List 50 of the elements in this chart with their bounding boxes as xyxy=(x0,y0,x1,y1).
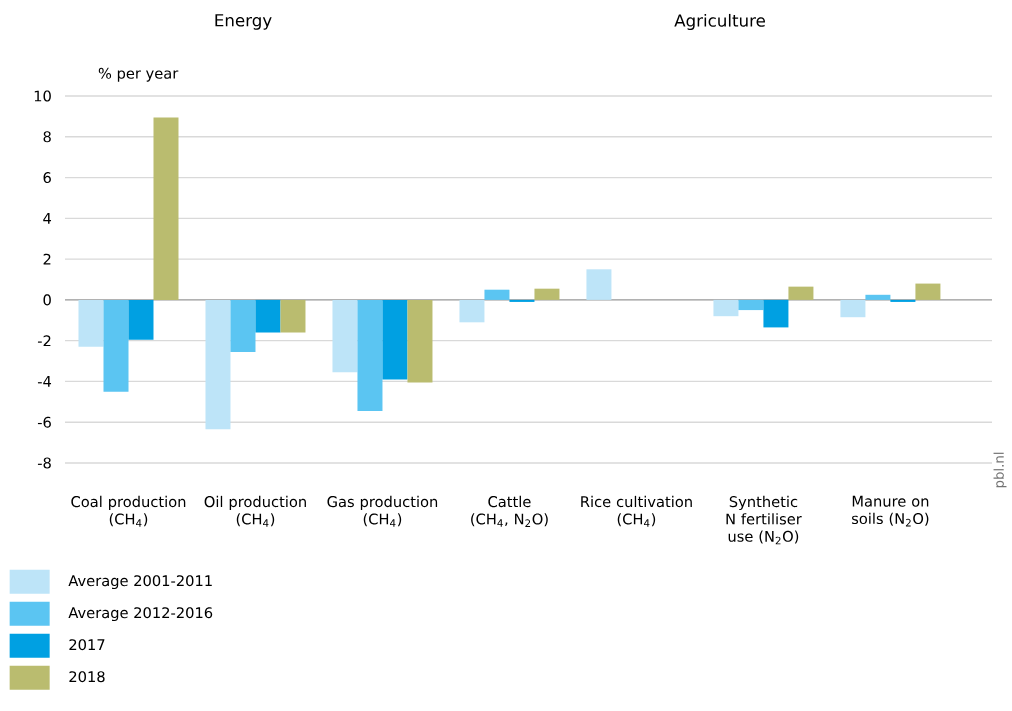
bar xyxy=(332,299,358,373)
legend-label: Average 2012-2016 xyxy=(68,607,213,622)
y-tick-label: -2 xyxy=(37,335,51,347)
bar xyxy=(534,288,560,300)
legend-label: 2017 xyxy=(69,639,105,651)
y-tick-label: -8 xyxy=(37,457,51,469)
bar xyxy=(407,299,433,383)
y-axis-title: % per year xyxy=(98,67,179,82)
bar xyxy=(915,283,941,300)
y-tick-label: -4 xyxy=(37,376,52,387)
bar xyxy=(382,299,408,380)
bar xyxy=(153,117,179,300)
text: pbl.nl xyxy=(993,452,1007,488)
bar xyxy=(230,299,256,352)
x-tick-label: Synthetic N fertiliser use (N$_{2}$O) xyxy=(726,495,802,545)
text: Agriculture xyxy=(674,13,765,31)
bar xyxy=(128,299,154,340)
bar xyxy=(865,294,891,300)
bar xyxy=(255,299,281,333)
bar xyxy=(840,299,866,318)
legend-label: Average 2001-2011 xyxy=(68,575,212,590)
y-tick-label: 2 xyxy=(43,253,51,265)
x-tick-label: Oil production (CH$_{4}$) xyxy=(204,495,306,527)
x-tick-label: Manure on soils (N$_{2}$O) xyxy=(851,495,929,527)
bar xyxy=(586,269,612,300)
bar xyxy=(890,299,916,302)
y-tick-label: 10 xyxy=(34,90,51,102)
bar xyxy=(763,299,789,328)
bar xyxy=(484,289,510,300)
x-tick-label: Coal production (CH$_{4}$) xyxy=(71,495,186,527)
bar xyxy=(78,299,104,347)
bar xyxy=(509,299,535,302)
bar xyxy=(357,299,383,412)
y-tick-label: 8 xyxy=(43,131,51,143)
y-tick-label: -6 xyxy=(37,416,51,428)
x-tick-label: Cattle (CH$_{4}$, N$_{2}$O) xyxy=(471,495,548,527)
text: Energy xyxy=(215,14,272,30)
bar xyxy=(205,299,231,430)
y-tick-label: 4 xyxy=(43,212,52,224)
bar xyxy=(280,299,306,333)
bar xyxy=(103,299,129,392)
bar xyxy=(459,299,485,323)
bar xyxy=(713,299,739,317)
legend-label: 2018 xyxy=(69,671,105,683)
y-tick-label: 0 xyxy=(43,294,51,306)
y-tick-label: 6 xyxy=(43,172,51,184)
bar xyxy=(738,299,764,311)
bar xyxy=(788,286,814,300)
x-tick-label: Gas production (CH$_{4}$) xyxy=(327,495,438,527)
x-tick-label: Rice cultivation (CH$_{4}$) xyxy=(581,495,692,527)
